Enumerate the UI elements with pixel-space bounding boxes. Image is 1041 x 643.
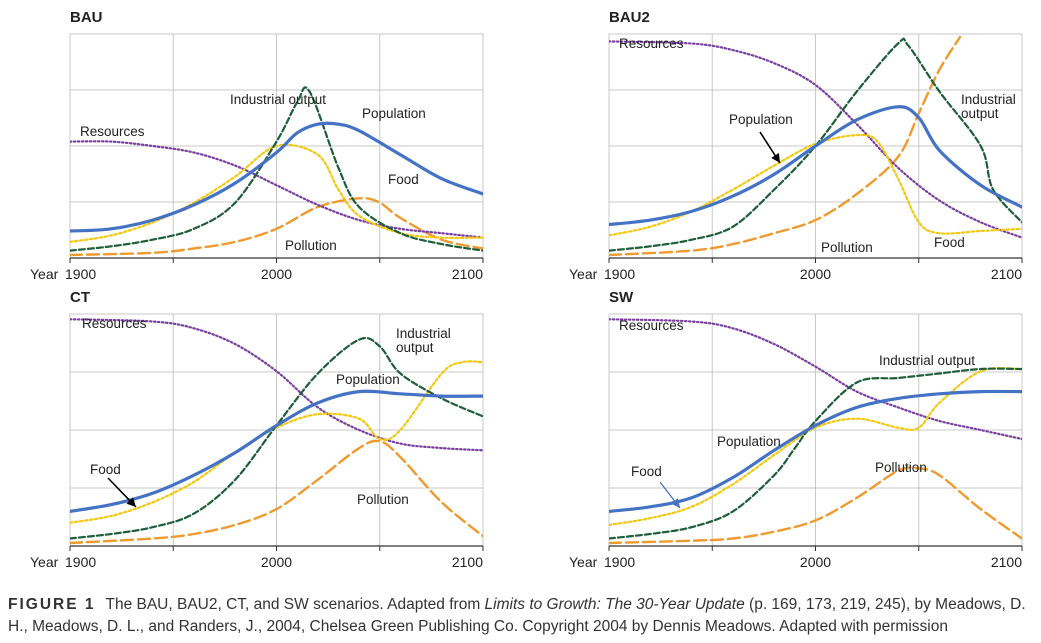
x-tick-label: 2100: [452, 554, 483, 570]
series-line-population: [609, 389, 1022, 513]
series-lines: [70, 86, 483, 257]
chart-panel-sw: SW Year 1900 2000 2100 Resources Industrial ou…: [569, 289, 1023, 570]
panel-title: SW: [609, 289, 634, 306]
x-tick-label: 2000: [800, 554, 831, 570]
series-lines: [609, 318, 1022, 545]
series-label-industrial: Industrial: [961, 92, 1016, 107]
series-line-pollution: [609, 466, 1022, 545]
chart-panel-bau2: BAU2 Year 1900 2000 2100 Resources Industrialo…: [569, 9, 1023, 282]
series-label-food: Food: [631, 464, 662, 479]
x-tick-label: 2000: [261, 554, 292, 570]
series-label-population: Population: [336, 372, 400, 387]
x-axis-label: Year: [30, 266, 59, 282]
x-axis-label: Year: [569, 554, 598, 570]
x-tick-label: 1900: [604, 266, 635, 282]
series-label-pollution: Pollution: [285, 238, 337, 253]
series-label-population: Population: [362, 106, 426, 121]
series-label-resources: Resources: [619, 36, 684, 51]
x-tick-label: 1900: [65, 554, 96, 570]
series-line-population: [70, 121, 483, 233]
panel-title: CT: [70, 289, 90, 306]
x-tick-label: 1900: [65, 266, 96, 282]
series-line-pollution: [70, 439, 483, 545]
series-line-food: [609, 367, 1022, 526]
caption-label: FIGURE 1: [8, 596, 96, 613]
series-line-pollution: [70, 196, 483, 257]
grid: [69, 313, 484, 547]
series-label-industrial: Industrial output: [879, 353, 975, 368]
series-label-industrial: Industrial output: [230, 92, 326, 107]
series-lines: [70, 318, 483, 545]
series-line-population: [609, 105, 1022, 227]
chart-panel-ct: CT Year 1900 2000 2100 Resources Industrialout…: [30, 289, 484, 570]
series-line-resources: [609, 40, 1022, 239]
series-line-resources: [70, 318, 483, 452]
x-tick-label: 2000: [261, 266, 292, 282]
series-label-resources: Resources: [619, 318, 684, 333]
caption-book-title: Limits to Growth: The 30-Year Update: [484, 596, 745, 613]
series-label-food: Food: [934, 235, 965, 250]
series-line-pollution: [609, 35, 962, 257]
series-label-pollution: Pollution: [821, 240, 873, 255]
series-label-population: Population: [729, 112, 793, 127]
series-label-food: Food: [90, 462, 121, 477]
series-line-population: [70, 389, 483, 513]
series-label-food: Food: [388, 172, 419, 187]
grid: [608, 313, 1023, 547]
food-pointer-line: [659, 481, 681, 509]
series-label-industrial: output: [396, 340, 434, 355]
series-line-industrial: [609, 37, 1022, 252]
series-lines: [609, 35, 1022, 257]
scenario-figure: BAU Year 1900 2000 2100 Resources Industrial o…: [30, 9, 1023, 570]
series-label-pollution: Pollution: [875, 460, 927, 475]
food-arrow: [107, 477, 137, 508]
panel-title: BAU: [70, 9, 103, 26]
series-line-resources: [70, 140, 483, 239]
chart-panel-bau: BAU Year 1900 2000 2100 Resources Industrial o…: [30, 9, 484, 282]
series-label-industrial: Industrial: [396, 326, 451, 341]
series-line-industrial: [70, 86, 483, 252]
series-label-resources: Resources: [80, 124, 145, 139]
x-axis-label: Year: [569, 266, 598, 282]
series-line-food: [70, 360, 483, 524]
grid: [69, 33, 484, 259]
x-tick-label: 1900: [604, 554, 635, 570]
series-label-population: Population: [717, 434, 781, 449]
x-tick-label: 2100: [991, 554, 1022, 570]
x-tick-label: 2000: [800, 266, 831, 282]
caption-text-1: The BAU, BAU2, CT, and SW scenarios. Ada…: [105, 596, 485, 613]
population-arrow: [759, 131, 781, 164]
figure-caption: FIGURE 1 The BAU, BAU2, CT, and SW scenar…: [8, 594, 1033, 638]
series-label-industrial: output: [961, 106, 999, 121]
x-axis-label: Year: [30, 554, 59, 570]
series-line-industrial: [70, 336, 483, 540]
x-tick-label: 2100: [452, 266, 483, 282]
x-tick-label: 2100: [991, 266, 1022, 282]
series-label-pollution: Pollution: [357, 492, 409, 507]
series-line-resources: [609, 318, 1022, 441]
panel-title: BAU2: [609, 9, 650, 26]
caption-text-2: (p. 169, 173, 219, 245), by Meadows, D. …: [8, 596, 1026, 635]
series-label-resources: Resources: [82, 316, 147, 331]
